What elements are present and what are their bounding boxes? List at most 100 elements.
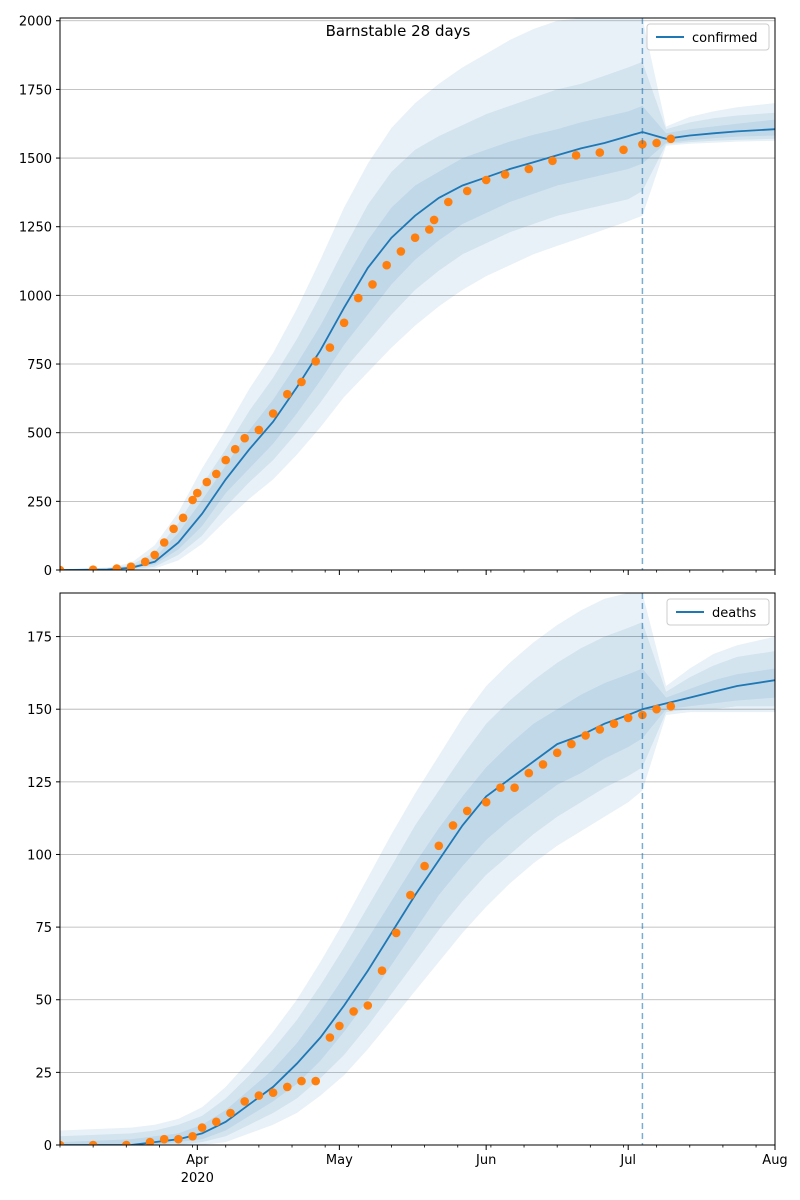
observed-point <box>349 1007 358 1016</box>
uncertainty-band-middle <box>60 622 775 1145</box>
observed-point <box>377 966 387 975</box>
legend: confirmed <box>646 23 770 51</box>
observed-point <box>619 145 628 155</box>
y-tick-label: 100 <box>27 848 52 863</box>
observed-point <box>150 550 159 560</box>
observed-point <box>240 433 249 443</box>
y-tick-label: 150 <box>27 703 52 718</box>
observed-point <box>481 175 491 185</box>
plot-area <box>60 593 775 1145</box>
observed-point <box>311 357 321 366</box>
observed-point <box>226 1108 235 1118</box>
observed-point <box>283 1082 292 1092</box>
observed-point <box>193 488 202 498</box>
legend-label: deaths <box>712 606 757 621</box>
chart-title: Barnstable 28 days <box>326 22 471 40</box>
observed-point <box>268 1088 278 1097</box>
observed-point <box>406 890 415 900</box>
observed-point <box>429 215 439 225</box>
observed-point <box>197 1123 207 1132</box>
observed-point <box>571 151 581 160</box>
observed-point <box>221 455 230 465</box>
plot-frame <box>59 592 776 1146</box>
observed-point <box>567 739 576 749</box>
uncertainty-band-inner <box>60 105 775 570</box>
y-tick-label: 250 <box>27 495 52 510</box>
observed-point <box>410 233 420 242</box>
observed-point <box>382 260 392 270</box>
observed-point <box>339 318 349 328</box>
observed-point <box>510 783 519 792</box>
legend: deaths <box>666 598 770 626</box>
legend-label: confirmed <box>692 31 758 46</box>
observed-point <box>88 1140 98 1145</box>
observed-point <box>448 821 458 830</box>
y-tick-label: 1250 <box>19 221 52 236</box>
y-tick-label: 75 <box>35 921 52 936</box>
observed-point <box>202 477 212 487</box>
observed-point <box>552 748 562 758</box>
observed-point <box>60 1140 65 1145</box>
observed-point <box>581 731 590 740</box>
y-tick-label: 125 <box>27 776 52 791</box>
observed-point <box>230 444 240 454</box>
observed-point <box>188 495 197 505</box>
observed-point <box>538 760 548 769</box>
observed-point <box>666 134 676 144</box>
x-tick-label: Jul <box>619 1153 636 1168</box>
observed-point <box>174 1134 183 1144</box>
y-tick-label: 1500 <box>19 152 52 167</box>
observed-point <box>283 389 292 399</box>
observed-point <box>462 186 472 196</box>
y-tick-label: 0 <box>44 564 52 579</box>
observed-point <box>297 1076 306 1086</box>
observed-point <box>169 524 178 534</box>
observed-point <box>652 704 661 714</box>
observed-point <box>595 148 605 157</box>
y-tick-label: 750 <box>27 358 52 373</box>
observed-point <box>524 768 534 778</box>
observed-point <box>188 1132 197 1141</box>
x-year-label: 2020 <box>181 1171 214 1186</box>
observed-point <box>481 797 491 807</box>
y-tick-label: 1000 <box>19 289 52 304</box>
observed-point <box>145 1137 155 1145</box>
observed-point <box>159 1134 169 1144</box>
y-tick-label: 0 <box>44 1139 52 1154</box>
uncertainty-band-middle <box>60 61 775 570</box>
x-tick-label: Apr <box>186 1153 209 1168</box>
observed-point <box>212 469 221 479</box>
observed-point <box>335 1021 344 1031</box>
deaths-panel: 0 25 50 75 100 125 150 175 Apr 2020 May Jun Jul Aug de… <box>27 592 788 1186</box>
observed-point <box>297 377 306 387</box>
observed-point <box>212 1117 221 1127</box>
observed-point <box>112 564 122 570</box>
plot-frame <box>59 17 776 571</box>
observed-point <box>500 170 510 179</box>
observed-point <box>548 156 557 166</box>
observed-point <box>425 225 434 234</box>
x-tick-label: Jun <box>475 1153 496 1168</box>
uncertainty-band-outer <box>60 18 775 570</box>
model-line-confirmed <box>60 128 775 570</box>
observed-point <box>240 1097 249 1106</box>
observed-point <box>434 841 444 851</box>
observed-point <box>325 343 335 352</box>
observed-point <box>140 557 150 567</box>
observed-point <box>60 565 65 570</box>
y-tick-label: 175 <box>27 631 52 646</box>
observed-point <box>126 562 136 570</box>
observed-point <box>496 783 505 792</box>
x-tick-label: May <box>326 1153 353 1168</box>
observed-point <box>638 140 647 149</box>
observed-point <box>325 1033 335 1042</box>
observed-point <box>420 861 429 871</box>
y-tick-label: 500 <box>27 427 52 442</box>
observed-point <box>623 713 633 723</box>
x-tick-label: Aug <box>762 1153 787 1168</box>
observed-point <box>595 725 605 734</box>
y-tick-label: 2000 <box>19 15 52 30</box>
observed-point <box>268 409 278 418</box>
y-tick-label: 1750 <box>19 83 52 98</box>
